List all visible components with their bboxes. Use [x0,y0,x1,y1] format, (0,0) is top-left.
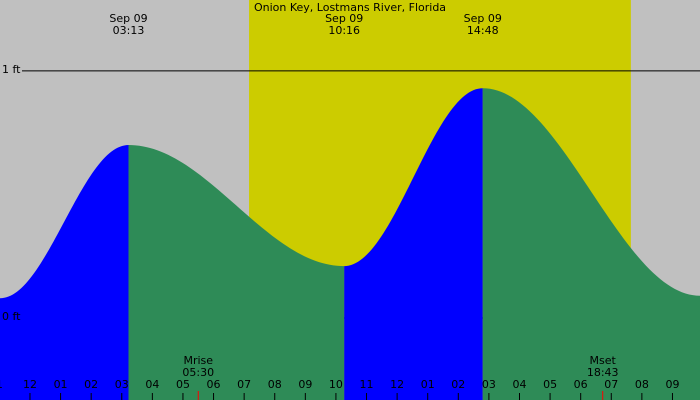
x-tick-label: 04 [145,378,159,391]
x-tick-label: 1 [0,378,3,391]
x-tick-label: 07 [604,378,618,391]
rising-tide [344,88,483,400]
moon-time: 05:30 [182,366,214,379]
x-tick-label: 07 [237,378,251,391]
extreme-time: 14:48 [467,24,499,37]
x-tick-label: 02 [84,378,98,391]
falling-tide [482,88,700,400]
x-tick-label: 01 [54,378,68,391]
x-tick-label: 12 [390,378,404,391]
rising-tide [0,145,129,400]
x-tick-label: 02 [451,378,465,391]
x-tick-label: 09 [665,378,679,391]
x-tick-label: 06 [207,378,221,391]
extreme-date: Sep 09 [464,12,502,25]
x-tick-label: 03 [115,378,129,391]
moon-time: 18:43 [587,366,619,379]
x-tick-label: 01 [421,378,435,391]
y-tick-label: 0 ft [2,310,21,323]
x-tick-label: 11 [360,378,374,391]
x-tick-label: 05 [543,378,557,391]
extreme-date: Sep 09 [109,12,147,25]
x-tick-label: 12 [23,378,37,391]
x-tick-label: 10 [329,378,343,391]
y-tick-label: 1 ft [2,63,21,76]
x-tick-label: 03 [482,378,496,391]
chart-title: Onion Key, Lostmans River, Florida [254,1,446,14]
extreme-time: 10:16 [328,24,360,37]
moon-label: Mrise [183,354,213,367]
x-tick-label: 06 [574,378,588,391]
extreme-time: 03:13 [113,24,145,37]
x-tick-label: 09 [298,378,312,391]
x-tick-label: 05 [176,378,190,391]
falling-tide [128,145,345,400]
x-tick-label: 08 [635,378,649,391]
extreme-date: Sep 09 [325,12,363,25]
x-tick-label: 08 [268,378,282,391]
x-tick-label: 04 [512,378,526,391]
moon-label: Mset [590,354,617,367]
